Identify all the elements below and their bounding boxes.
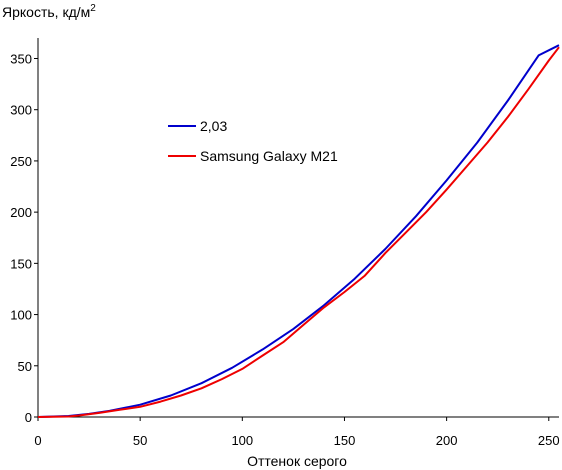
x-tick-label: 0 [34, 433, 41, 448]
legend-label-0: 2,03 [200, 118, 227, 134]
x-tick-label: 200 [436, 433, 458, 448]
y-tick-label: 0 [25, 410, 32, 425]
y-tick-label: 250 [10, 154, 32, 169]
y-tick-label: 50 [18, 359, 32, 374]
legend-label-1: Samsung Galaxy M21 [200, 148, 338, 164]
series-line-0 [37, 44, 560, 418]
y-tick-label: 350 [10, 51, 32, 66]
x-tick-label: 150 [334, 433, 356, 448]
series-lines [37, 44, 560, 418]
y-axis-ticks: 0 50 100 150 200 250 300 350 [10, 51, 38, 425]
y-axis-title: Яркость, кд/м2 [2, 3, 96, 20]
x-tick-label: 100 [231, 433, 253, 448]
y-tick-label: 200 [10, 205, 32, 220]
x-axis-ticks: 0 50 100 150 200 250 [34, 417, 560, 448]
x-tick-label: 250 [538, 433, 560, 448]
y-tick-label: 150 [10, 256, 32, 271]
y-tick-label: 100 [10, 308, 32, 323]
y-tick-label: 300 [10, 103, 32, 118]
x-axis-title: Оттенок серого [247, 453, 347, 469]
legend: 2,03 Samsung Galaxy M21 [168, 118, 338, 164]
series-line-1 [37, 46, 560, 418]
x-tick-label: 50 [133, 433, 147, 448]
